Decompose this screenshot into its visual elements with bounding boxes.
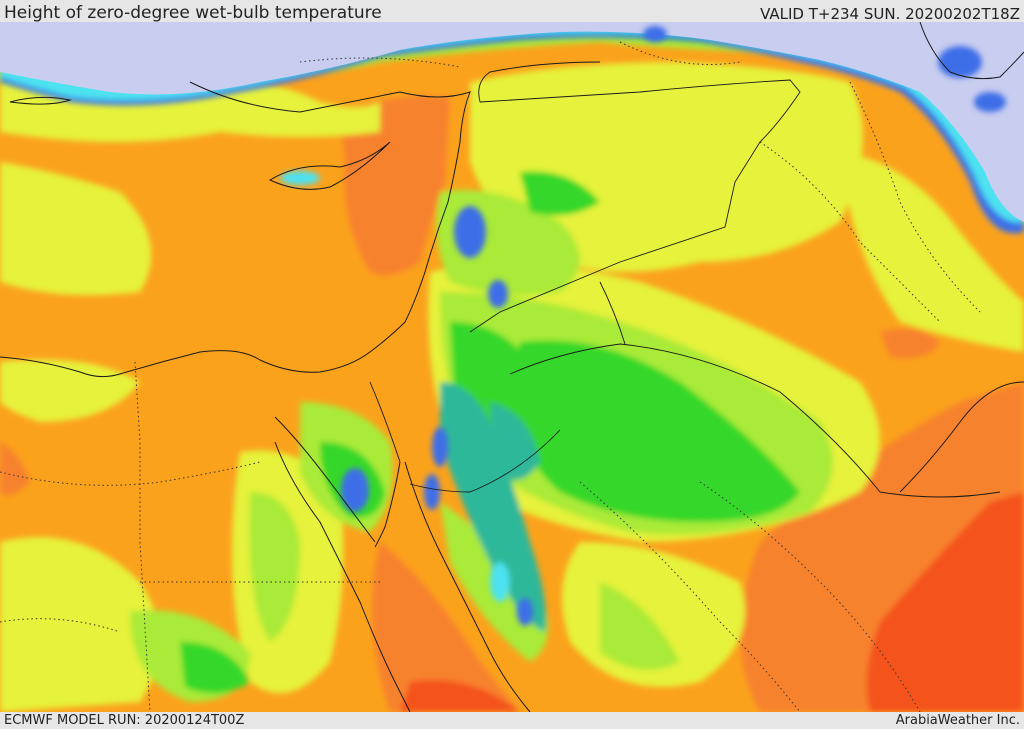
field-deep-red-east [866, 492, 1024, 712]
cold-spot-hejaz [490, 562, 510, 602]
cold-spot-sinai [341, 468, 369, 512]
dotted-province-iran [849, 81, 981, 313]
header-bar: Height of zero-degree wet-bulb temperatu… [0, 0, 1024, 23]
sea-black-sea [0, 22, 1024, 222]
cold-spot-rift-2 [424, 474, 440, 510]
footer-bar: ECMWF MODEL RUN: 20200124T00Z ArabiaWeat… [0, 712, 1024, 729]
cold-spot-hejaz-2 [517, 598, 533, 626]
field-yellow-west [0, 162, 152, 296]
border-jordan-saudi [509, 343, 1001, 498]
cold-spot-lebanon [454, 206, 486, 258]
dotted-province-saudi-2 [699, 481, 921, 712]
field-orange-red-egypt [0, 442, 30, 496]
map-title: Height of zero-degree wet-bulb temperatu… [4, 3, 382, 23]
border-saudi-jordan-west [409, 429, 561, 493]
field-yellow-sudan [0, 537, 160, 712]
field-light-green-arabia [600, 582, 680, 670]
border-egypt-israel [369, 381, 401, 463]
coastline-caspian [919, 22, 1024, 80]
cold-spot-iran-2 [974, 92, 1006, 112]
field-green-core [515, 340, 800, 522]
coastline-cyprus [268, 141, 391, 190]
field-light-green-egypt [249, 492, 300, 642]
credit-label: ArabiaWeather Inc. [895, 713, 1020, 728]
field-green-syria [520, 171, 600, 216]
dotted-province-iraq [759, 141, 941, 323]
model-run-label: ECMWF MODEL RUN: 20200124T00Z [4, 713, 245, 728]
border-syria-iraq [469, 79, 801, 333]
valid-time: VALID T+234 SUN. 20200202T18Z [760, 5, 1020, 23]
field-teal-rift [440, 382, 546, 632]
cold-spot-iran [938, 46, 982, 78]
field-orange-red-red-sea [372, 542, 520, 712]
coastline-gulf-aqaba [374, 461, 401, 548]
coastline-red-sea-west [274, 441, 411, 712]
coastline-mediterranean [0, 81, 471, 378]
field-orange-red-levant [340, 96, 450, 276]
border-jordan-iraq [599, 281, 626, 345]
dotted-province-egypt [0, 461, 261, 486]
dotted-province-turkey [299, 41, 741, 68]
coastline-crete [9, 96, 72, 105]
field-yellow-syria [470, 62, 863, 272]
field-deep-red-south [400, 680, 520, 712]
coastline-gulf-suez [274, 416, 376, 543]
cold-spot-cyprus [280, 171, 320, 185]
border-turkey [478, 61, 601, 103]
cold-spot-rift-1 [432, 427, 448, 467]
cold-spot-hermon [488, 280, 508, 308]
coastline-red-sea-east [404, 461, 531, 712]
field-teal-jordan [490, 402, 540, 480]
weather-map[interactable] [0, 22, 1024, 712]
coastline-persian-gulf [899, 381, 1024, 493]
field-green-sudan [180, 642, 250, 694]
dotted-province-saudi-1 [579, 481, 801, 712]
map-canvas [0, 22, 1024, 712]
field-orange-red-persian [880, 328, 940, 358]
cold-spot-turkey [643, 26, 667, 42]
field-yellow-iran [840, 152, 1024, 352]
field-yellow-libya [0, 359, 140, 422]
